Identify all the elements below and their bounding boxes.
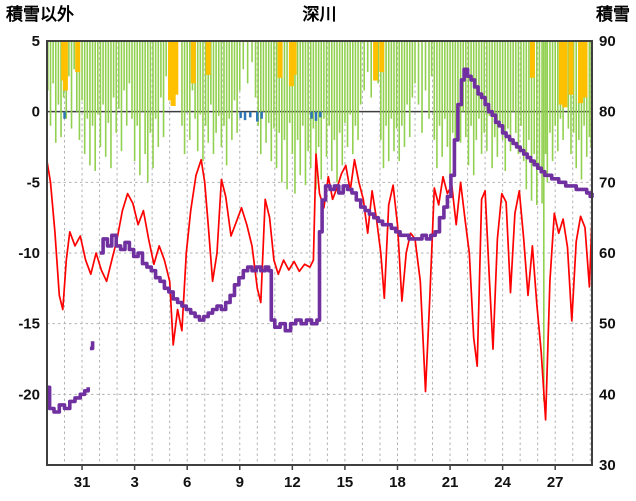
x-tick-label: 27 <box>547 474 564 491</box>
left-tick-label: -5 <box>27 174 40 191</box>
plot-border <box>46 40 593 466</box>
series-orange-bars <box>61 41 588 108</box>
right-tick-label: 80 <box>599 104 616 121</box>
x-tick-label: 24 <box>494 474 511 491</box>
chart-title: 深川 <box>302 5 337 24</box>
x-tick-label: 31 <box>74 474 91 491</box>
right-tick-label: 70 <box>599 174 616 191</box>
left-tick-label: -10 <box>18 245 40 262</box>
x-tick-label: 9 <box>236 474 244 491</box>
left-axis-title: 積雪以外 <box>6 5 74 24</box>
series-blue-bars <box>63 111 322 122</box>
x-tick-label: 21 <box>442 474 459 491</box>
right-axis-title: 積雪 <box>596 5 630 24</box>
left-tick-label: -20 <box>18 386 40 403</box>
series-green-spikes <box>47 41 592 402</box>
x-tick-label: 15 <box>337 474 354 491</box>
x-tick-label: 6 <box>183 474 191 491</box>
right-tick-label: 60 <box>599 245 616 262</box>
right-tick-label: 50 <box>599 316 616 333</box>
x-tick-label: 12 <box>284 474 301 491</box>
right-tick-label: 90 <box>599 33 616 50</box>
left-tick-label: 5 <box>32 33 40 50</box>
series-snow-depth-purple <box>47 67 594 414</box>
right-tick-label: 30 <box>599 457 616 474</box>
left-tick-label: -15 <box>18 316 40 333</box>
snow-depth-purple-path <box>47 67 594 414</box>
right-tick-label: 40 <box>599 386 616 403</box>
x-tick-label: 3 <box>130 474 138 491</box>
x-tick-label: 18 <box>389 474 406 491</box>
left-tick-label: 0 <box>32 104 40 121</box>
